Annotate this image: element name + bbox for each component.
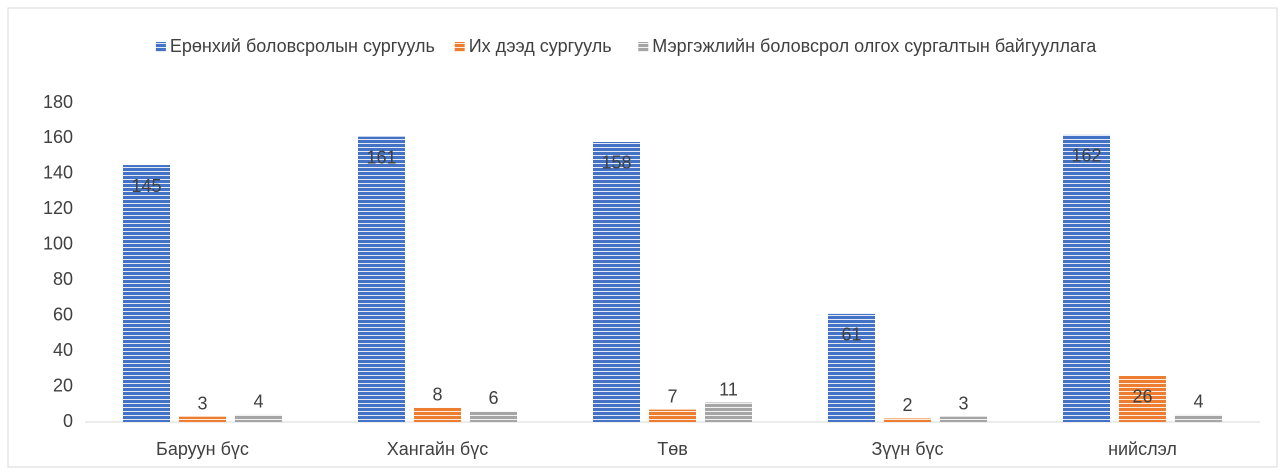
data-label: 161 — [366, 147, 396, 167]
y-tick-label: 180 — [43, 92, 73, 112]
bar — [235, 414, 282, 422]
legend-label: Их дээд сургууль — [469, 36, 612, 56]
data-label: 26 — [1132, 387, 1152, 407]
y-tick-label: 0 — [63, 411, 73, 431]
bar — [705, 402, 752, 422]
x-tick-label: Хангайн бүс — [387, 439, 488, 459]
data-label: 162 — [1071, 146, 1101, 166]
data-label: 11 — [719, 379, 738, 399]
y-tick-label: 60 — [53, 304, 73, 324]
bar — [828, 313, 875, 422]
x-tick-label: Төв — [657, 439, 688, 459]
legend-marker — [155, 42, 166, 52]
bar — [470, 411, 517, 422]
bar — [940, 416, 987, 422]
y-tick-label: 100 — [43, 234, 73, 254]
data-label: 3 — [197, 393, 207, 413]
y-tick-label: 20 — [53, 375, 73, 395]
data-label: 3 — [958, 393, 968, 413]
x-tick-label: нийслэл — [1108, 439, 1177, 459]
bar — [593, 141, 640, 422]
x-tick-label: Баруун бүс — [156, 439, 249, 459]
bar — [884, 418, 931, 422]
bar — [1063, 134, 1110, 422]
bar — [414, 407, 461, 422]
legend-label: Мэргэжлийн боловсрол олгох сургалтын бай… — [652, 36, 1097, 56]
y-tick-label: 40 — [53, 340, 73, 360]
data-label: 2 — [902, 395, 912, 415]
y-tick-label: 120 — [43, 198, 73, 218]
x-tick-label: Зүүн бүс — [871, 439, 943, 459]
y-tick-label: 160 — [43, 127, 73, 147]
bar — [1119, 375, 1166, 422]
data-label: 158 — [601, 153, 631, 173]
data-label: 61 — [841, 325, 861, 345]
data-label: 7 — [667, 386, 677, 406]
data-label: 4 — [1193, 392, 1203, 412]
data-label: 145 — [131, 176, 161, 196]
data-label: 4 — [253, 392, 263, 412]
data-label: 6 — [488, 388, 498, 408]
bar — [649, 409, 696, 422]
y-tick-label: 140 — [43, 163, 73, 183]
bar — [179, 416, 226, 422]
bar — [358, 136, 405, 422]
data-label: 8 — [432, 385, 442, 405]
y-tick-label: 80 — [53, 269, 73, 289]
legend-marker — [638, 42, 649, 52]
legend-marker — [454, 42, 465, 52]
bar — [1175, 414, 1222, 422]
bar — [123, 165, 170, 422]
legend-label: Ерөнхий боловсролын сургууль — [170, 36, 435, 56]
